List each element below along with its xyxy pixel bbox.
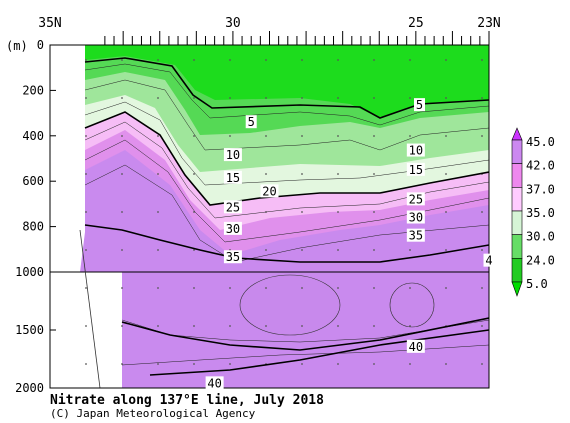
contour-label: 40 (409, 340, 423, 354)
station-dots (85, 45, 489, 388)
contour-label-bg (406, 210, 425, 224)
contour-label: 30 (409, 211, 423, 225)
contour-label-bg (406, 192, 425, 206)
contour-label-bg (406, 143, 425, 157)
station-ticks (104, 31, 490, 45)
contour-label-bg (245, 115, 257, 129)
contour-label-bg (413, 98, 425, 112)
contour-label-bg (406, 228, 425, 242)
colorbar-top-arrow (511, 127, 523, 141)
contour-label: 15 (409, 163, 423, 177)
colorbar-segment (511, 139, 523, 164)
chart-credit: (C) Japan Meteorological Agency (50, 407, 256, 420)
y-tick-label: 0 (37, 38, 44, 52)
x-tick-label: 35N (38, 16, 61, 31)
colorbar-level-label: 35.0 (526, 206, 555, 220)
y-tick-label: 1500 (15, 323, 44, 337)
colorbar: 45.0 42.0 37.0 35.0 30.0 24.0 5.0 (511, 127, 555, 297)
contour-label: 25 (409, 192, 423, 206)
contour-label: 5 (416, 98, 423, 112)
y-tick-label: 2000 (15, 381, 44, 395)
contour-label: 40 (207, 376, 221, 390)
x-tick-label: 23N (477, 16, 500, 31)
contour-label: 10 (226, 148, 240, 162)
chart-title: Nitrate along 137°E line, July 2018 (50, 393, 324, 408)
y-axis: 0 200 400 600 800 1000 1500 2000 (15, 38, 56, 395)
colorbar-segment (511, 163, 523, 188)
x-axis: 35N 30 25 23N (38, 16, 500, 31)
contour-label-bg (260, 184, 279, 198)
contour-label: 30 (226, 222, 240, 236)
y-tick-label: 1000 (15, 265, 44, 279)
contour-label-bg (205, 376, 224, 390)
contour-label: 5 (248, 115, 255, 129)
x-tick-label: 25 (408, 16, 424, 31)
contour-label-bg (406, 339, 425, 353)
contour-label: 4 (485, 254, 492, 268)
contour-label-bg (223, 221, 242, 235)
y-unit-label: (m) (6, 39, 28, 53)
contour-label-bg (223, 200, 242, 214)
contour-label: 35 (409, 229, 423, 243)
colorbar-segment (511, 258, 523, 283)
contour-label: 35 (226, 250, 240, 264)
contour-label: 10 (409, 144, 423, 158)
contour-label: 20 (262, 184, 276, 198)
colorbar-level-label: 42.0 (526, 159, 555, 173)
colorbar-level-label: 5.0 (526, 277, 548, 291)
colorbar-segment (511, 187, 523, 212)
colorbar-bottom-arrow (511, 281, 523, 297)
contour-labels: 5 5 10 10 15 15 20 25 25 30 30 35 35 4 40 40 (205, 98, 495, 390)
missing-data-area (50, 45, 85, 272)
colorbar-level-label: 45.0 (526, 135, 555, 149)
contour-label: 15 (226, 171, 240, 185)
contour-label-bg (223, 170, 242, 184)
colorbar-level-label: 30.0 (526, 230, 555, 244)
contour-label-bg (223, 250, 242, 264)
contour-label-bg (483, 253, 495, 267)
contour-label-bg (223, 148, 242, 162)
y-tick-label: 400 (22, 129, 44, 143)
contour-label-bg (406, 162, 425, 176)
colorbar-level-label: 24.0 (526, 253, 555, 267)
colorbar-segment (511, 234, 523, 259)
bottom-topography-line (79, 229, 101, 389)
colorbar-segment (511, 210, 523, 235)
y-tick-label: 800 (22, 220, 44, 234)
y-tick-label: 200 (22, 83, 44, 97)
x-tick-label: 30 (225, 16, 241, 31)
y-tick-label: 600 (22, 174, 44, 188)
contour-label: 25 (226, 200, 240, 214)
colorbar-level-label: 37.0 (526, 182, 555, 196)
